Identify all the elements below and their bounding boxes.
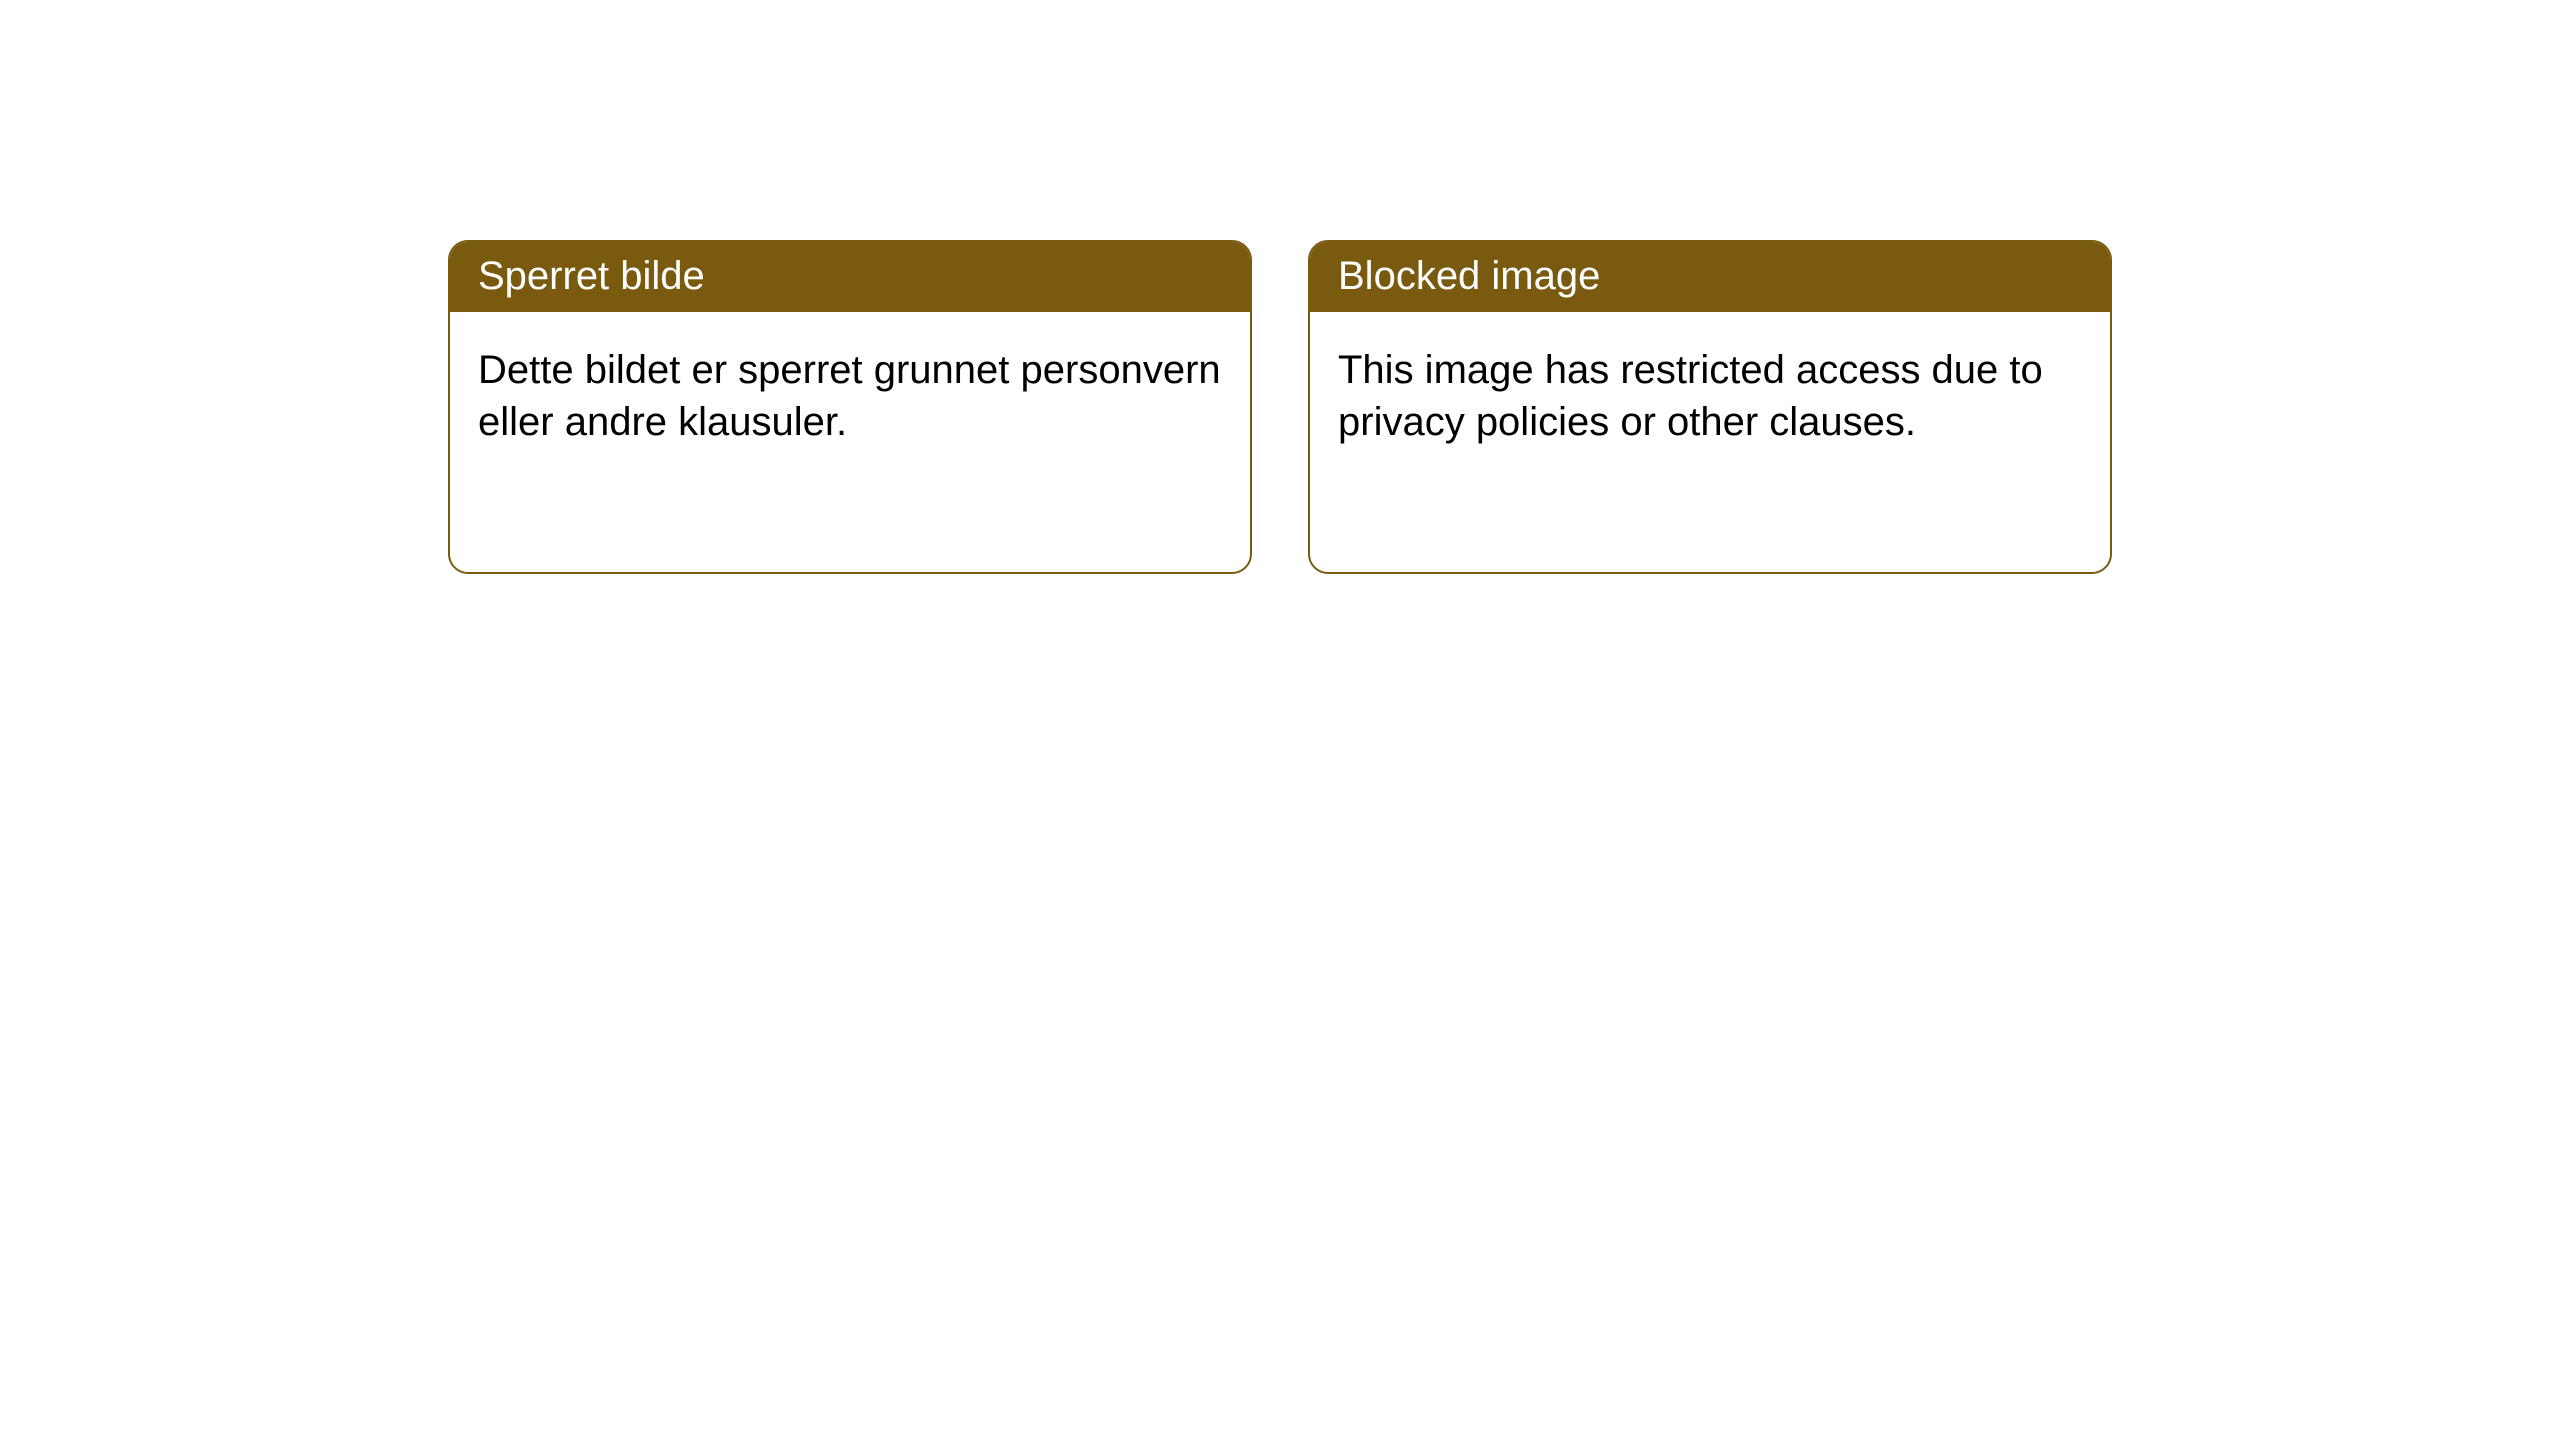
- notice-body-english: This image has restricted access due to …: [1310, 312, 2110, 480]
- notice-title-norwegian: Sperret bilde: [450, 242, 1250, 312]
- notice-card-norwegian: Sperret bilde Dette bildet er sperret gr…: [448, 240, 1252, 574]
- notice-card-english: Blocked image This image has restricted …: [1308, 240, 2112, 574]
- notice-body-norwegian: Dette bildet er sperret grunnet personve…: [450, 312, 1250, 480]
- notice-container: Sperret bilde Dette bildet er sperret gr…: [0, 0, 2560, 574]
- notice-title-english: Blocked image: [1310, 242, 2110, 312]
